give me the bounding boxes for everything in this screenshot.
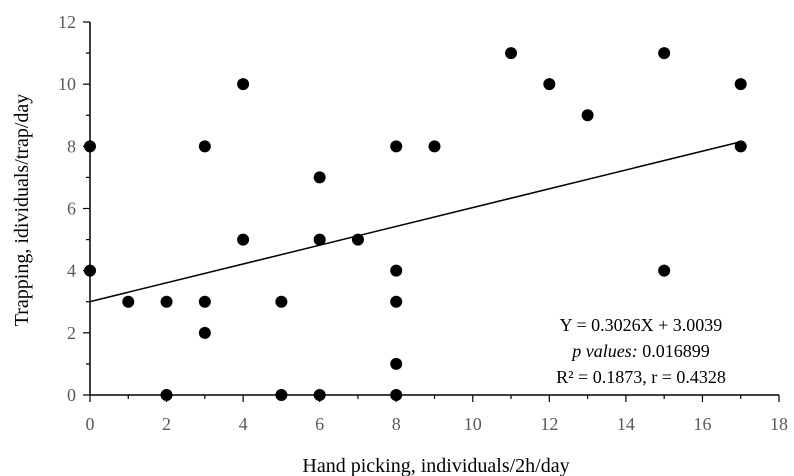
data-point (122, 295, 135, 308)
data-point (390, 389, 403, 401)
data-point (313, 171, 326, 184)
x-tick-label: 18 (770, 414, 788, 434)
data-point (313, 233, 326, 246)
y-tick-label: 2 (67, 323, 76, 343)
data-point (198, 326, 211, 339)
data-points (84, 47, 747, 401)
data-point (198, 295, 211, 308)
p-value-line: p values: 0.016899 (570, 341, 709, 361)
data-point (658, 47, 671, 60)
tick-labels: 0 2 4 6 8 10 12 0 2 4 6 8 10 12 14 16 18 (58, 12, 788, 434)
data-point (390, 295, 403, 308)
data-point (734, 78, 747, 91)
y-tick-label: 12 (58, 12, 76, 32)
p-value-label: p values: (570, 341, 637, 361)
x-axis-title: Hand picking, individuals/2h/day (302, 455, 569, 476)
x-tick-label: 16 (693, 414, 711, 434)
trendline-layer (89, 141, 741, 303)
x-tick-label: 12 (540, 414, 558, 434)
data-point (237, 78, 250, 91)
data-point (84, 140, 96, 153)
axes (83, 21, 780, 402)
y-tick-label: 10 (58, 74, 76, 94)
trendline (89, 141, 741, 303)
y-tick-label: 8 (67, 136, 76, 156)
r-squared-line: R² = 0.1873, r = 0.4328 (556, 367, 726, 387)
data-point (734, 140, 747, 153)
data-point (390, 264, 403, 277)
data-point (84, 264, 96, 277)
data-point (160, 295, 173, 308)
data-point (581, 109, 594, 122)
data-point (275, 389, 288, 401)
y-tick-label: 0 (67, 385, 76, 405)
x-tick-label: 10 (464, 414, 482, 434)
data-point (658, 264, 671, 277)
data-point (275, 295, 288, 308)
data-point (160, 389, 173, 401)
y-axis-title: Trapping, idividuals/trap/day (11, 94, 33, 327)
data-point (313, 389, 326, 401)
p-value: 0.016899 (638, 341, 710, 361)
x-tick-label: 4 (239, 414, 248, 434)
regression-equation: Y = 0.3026X + 3.0039 (560, 315, 723, 335)
data-point (390, 357, 403, 370)
x-tick-label: 6 (315, 414, 324, 434)
y-tick-label: 6 (67, 199, 76, 219)
data-point (543, 78, 556, 91)
data-point (390, 140, 403, 153)
data-point (351, 233, 364, 246)
x-tick-label: 2 (162, 414, 171, 434)
x-tick-label: 14 (617, 414, 635, 434)
data-point (237, 233, 250, 246)
x-tick-label: 0 (86, 414, 95, 434)
data-point (198, 140, 211, 153)
data-point (428, 140, 441, 153)
x-tick-label: 8 (392, 414, 401, 434)
y-tick-label: 4 (67, 261, 76, 281)
regression-annotation: Y = 0.3026X + 3.0039 p values: 0.016899 … (556, 315, 726, 387)
data-point (505, 47, 518, 60)
